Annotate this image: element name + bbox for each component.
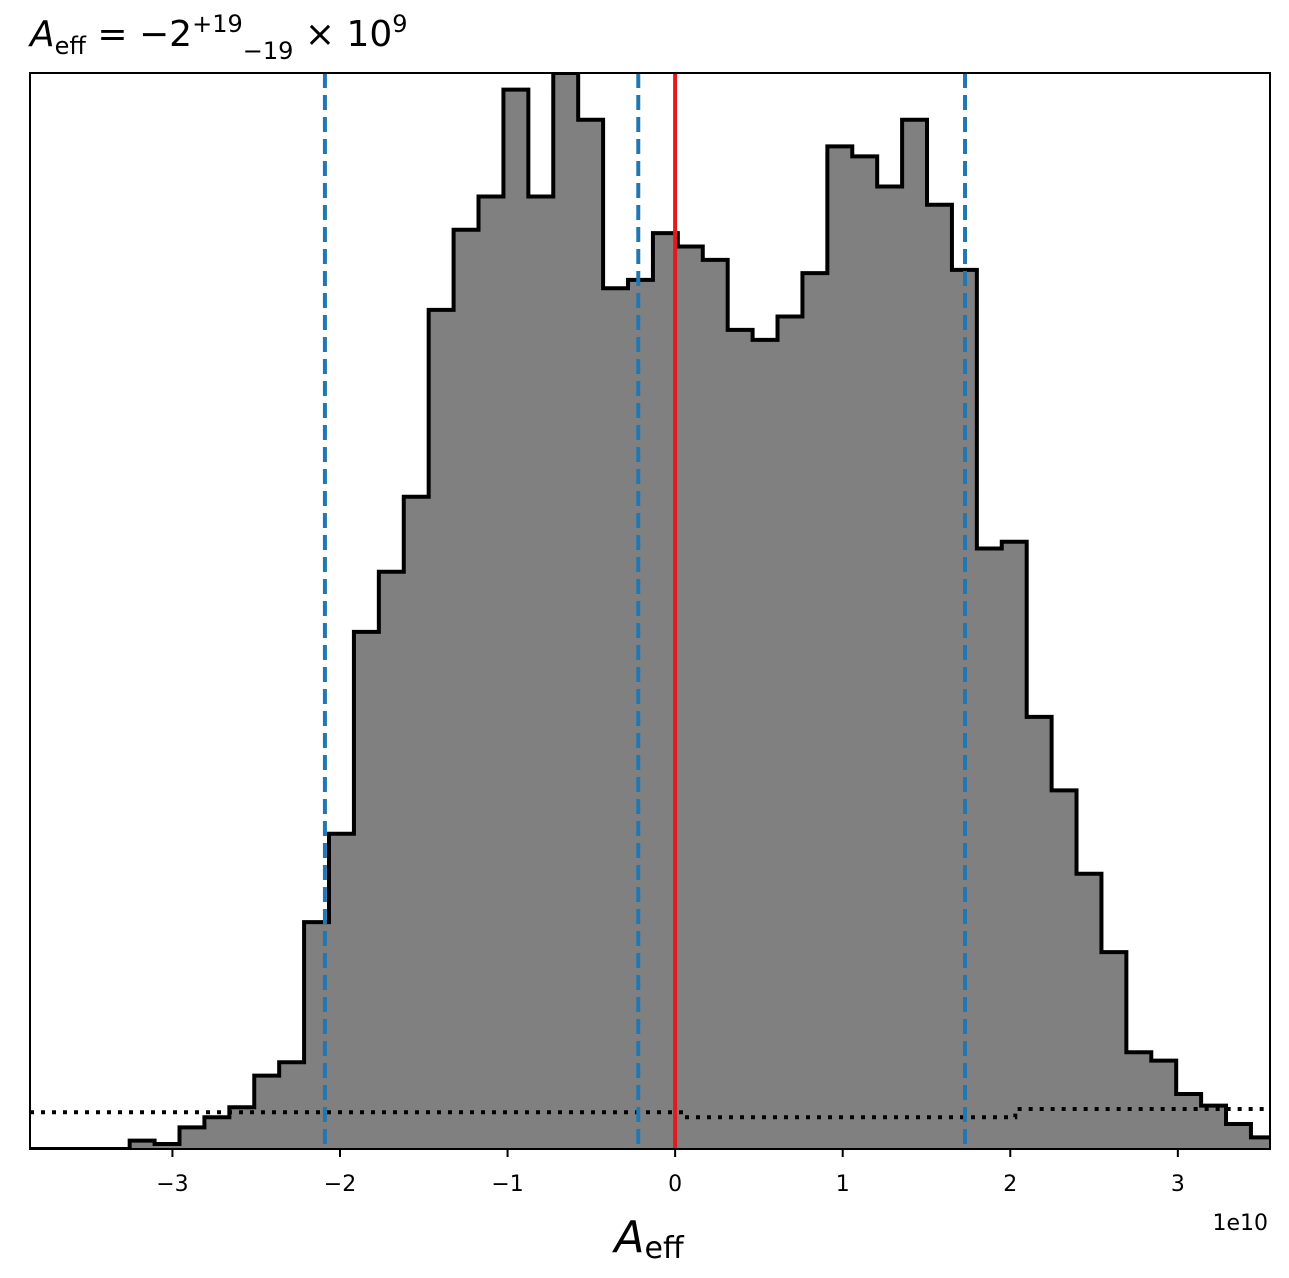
histogram-bar (852, 156, 878, 1149)
histogram-bar (1076, 873, 1103, 1149)
histogram-bar (827, 146, 853, 1149)
histogram-bar (453, 229, 480, 1149)
histogram-bar (154, 1143, 181, 1149)
histogram-bar (927, 204, 953, 1149)
histogram-bar (1026, 716, 1053, 1149)
histogram-bar (578, 119, 604, 1149)
histogram-bar (1276, 1146, 1289, 1149)
histogram-bar (329, 833, 355, 1149)
histogram-bar (403, 496, 430, 1149)
histogram-outline (30, 73, 1270, 1149)
histogram-bar (951, 269, 978, 1149)
chart-title: Aeff = −2+19−19 × 109 (28, 10, 408, 65)
histogram-bar (129, 1140, 156, 1149)
x-tick-label: −1 (491, 1172, 523, 1197)
histogram-bar (603, 288, 629, 1149)
histogram-bar (777, 316, 804, 1149)
histogram-bar (1151, 1060, 1177, 1149)
histogram-bar (1176, 1093, 1202, 1149)
x-tick-label: −2 (324, 1172, 356, 1197)
x-tick-label: 2 (1003, 1172, 1017, 1197)
histogram-bar (503, 89, 529, 1149)
histogram-bar (428, 309, 455, 1149)
histogram-bar (976, 548, 1003, 1149)
histogram-bar (1101, 952, 1127, 1149)
histogram-bar (1126, 1052, 1152, 1149)
plot-area (29, 72, 1289, 1150)
x-axis-offset-label: 1e10 (1212, 1211, 1268, 1236)
x-tick-label: −3 (156, 1172, 188, 1197)
axes-frame (29, 72, 1271, 1150)
histogram-bar (1001, 541, 1028, 1149)
histogram-bar (727, 329, 754, 1149)
histogram-bar (378, 571, 405, 1149)
plot-content (30, 73, 1289, 1149)
histogram-bar (677, 246, 704, 1149)
histogram-bar (628, 279, 654, 1149)
histogram-bar (1226, 1123, 1252, 1149)
histogram-bar (353, 631, 380, 1149)
histogram-bar (1201, 1105, 1227, 1149)
x-tick-label: 0 (668, 1172, 682, 1197)
histogram-bar (478, 196, 505, 1149)
histogram-bar (179, 1127, 206, 1149)
histogram-bar (553, 73, 579, 1149)
x-axis-label: Aeff (611, 1212, 685, 1266)
histogram-bar (902, 119, 928, 1149)
histogram-bar (802, 273, 828, 1149)
x-tick-label: 3 (1171, 1172, 1185, 1197)
histogram-bar (528, 196, 554, 1149)
histogram-bar (279, 1062, 305, 1149)
histogram-bar (1250, 1137, 1270, 1149)
histogram-bar (702, 259, 729, 1149)
x-tick-label: 1 (836, 1172, 850, 1197)
histogram-bar (877, 186, 903, 1149)
histogram-bar (204, 1117, 230, 1149)
x-axis-ticks: −3 −2 −1 0 1 2 3 (156, 1149, 1185, 1197)
histogram-bar (752, 339, 779, 1149)
histogram-bar (1051, 790, 1078, 1149)
